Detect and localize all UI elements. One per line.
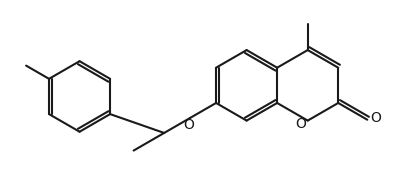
Text: O: O [296, 117, 307, 131]
Text: O: O [370, 111, 381, 125]
Text: O: O [183, 118, 194, 132]
